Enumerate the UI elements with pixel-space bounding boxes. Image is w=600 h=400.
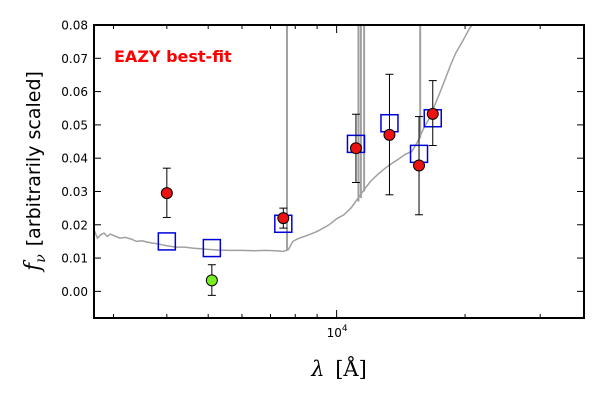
template-spectrum-layer <box>94 25 474 253</box>
observed-flux-point-1 <box>160 187 173 200</box>
axis-ticks-layer: 0.00 0.01 0.02 0.03 0.04 0.05 0.06 0.07 0.08 104 <box>61 19 584 340</box>
observed-flux-point-6 <box>426 107 439 120</box>
y-tick-label-6: 0.05 <box>61 118 88 132</box>
data-points-layer <box>157 73 443 296</box>
y-tick-label-5: 0.04 <box>61 152 88 166</box>
x-axis-label: λ [Å] <box>310 356 367 381</box>
annotation-label: EAZY best-fit <box>114 47 232 66</box>
x-axis-unit: [Å] <box>335 356 367 381</box>
model-flux-square-2 <box>202 238 222 258</box>
x-tick-label-base: 10 <box>327 326 342 340</box>
observed-flux-point-5 <box>413 159 426 172</box>
observed-flux-point-4 <box>383 128 396 141</box>
plot-background <box>94 25 584 318</box>
y-tick-label-2: 0.01 <box>61 252 88 266</box>
y-tick-label-7: 0.06 <box>61 85 88 99</box>
plot-frame <box>93 24 585 319</box>
x-axis-symbol: λ <box>310 357 324 381</box>
x-tick-label-exponent: 4 <box>342 324 348 334</box>
y-tick-label-1: 0.00 <box>61 285 88 299</box>
y-tick-label-4: 0.03 <box>61 185 88 199</box>
y-tick-label-3: 0.02 <box>61 218 88 232</box>
observed-flux-point-3 <box>349 142 362 155</box>
y-axis-subscript: ν <box>33 254 49 263</box>
model-flux-square-1 <box>157 232 177 251</box>
y-tick-label-8: 0.07 <box>61 52 88 66</box>
emission-lines-layer <box>285 25 422 250</box>
observed-flux-point-2 <box>277 212 290 225</box>
template-spectrum <box>94 25 474 253</box>
x-tick-label-1: 104 <box>327 324 348 340</box>
y-axis-label: fν[arbitrarily scaled] <box>21 71 49 273</box>
y-axis-text: [arbitrarily scaled] <box>23 71 45 246</box>
nondetection-flux-point-1 <box>205 274 218 287</box>
y-tick-label-9: 0.08 <box>61 19 88 33</box>
